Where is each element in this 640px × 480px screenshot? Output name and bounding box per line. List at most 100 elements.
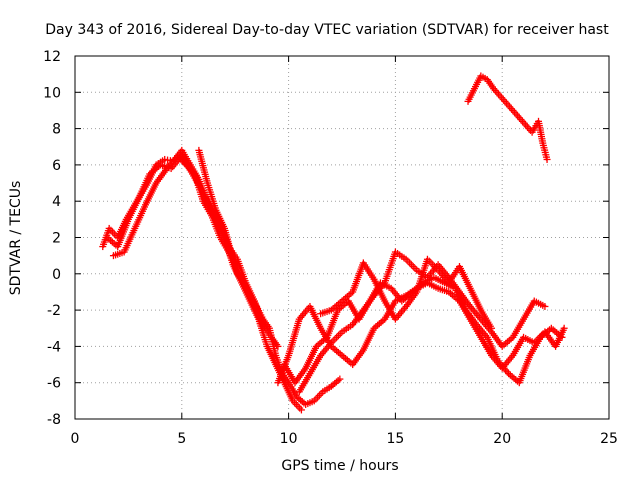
data-trace xyxy=(266,327,279,357)
data-trace xyxy=(510,108,522,120)
y-tick-label: -2 xyxy=(47,303,61,319)
data-trace xyxy=(465,87,477,103)
data-trace xyxy=(527,335,543,357)
data-trace xyxy=(360,326,377,352)
data-point xyxy=(541,302,549,310)
data-trace xyxy=(307,304,324,330)
data-trace xyxy=(467,286,484,312)
data-trace xyxy=(361,293,377,312)
data-trace xyxy=(463,308,479,327)
y-tick-label: 12 xyxy=(43,49,61,65)
data-trace xyxy=(478,308,494,330)
data-trace xyxy=(191,172,206,203)
chart-title: Day 343 of 2016, Sidereal Day-to-day VTE… xyxy=(45,22,609,38)
data-trace xyxy=(121,227,138,254)
y-tick-label: 6 xyxy=(52,158,61,174)
data-trace xyxy=(361,261,377,281)
data-trace xyxy=(489,330,505,349)
data-trace xyxy=(329,299,344,313)
data-trace xyxy=(381,250,399,285)
data-trace xyxy=(115,217,132,248)
x-tick-label: 20 xyxy=(493,431,511,447)
data-trace xyxy=(403,290,419,309)
y-tick-label: -6 xyxy=(47,376,61,392)
data-trace xyxy=(221,227,234,254)
data-point xyxy=(543,155,551,163)
y-tick-labels: -8 -6 -4 -2 0 2 4 6 8 10 12 xyxy=(43,49,61,428)
data-point xyxy=(560,324,568,332)
data-trace xyxy=(350,308,366,327)
data-trace xyxy=(535,120,546,145)
series-arc-9 xyxy=(464,72,551,163)
data-trace xyxy=(484,335,501,363)
y-tick-label: -4 xyxy=(47,339,61,355)
data-trace xyxy=(312,390,325,403)
data-trace xyxy=(279,371,291,385)
data-trace xyxy=(393,304,409,321)
y-axis-label: SDTVAR / TECUs xyxy=(8,181,24,296)
data-trace xyxy=(213,208,228,230)
data-trace xyxy=(413,257,431,294)
data-trace xyxy=(285,317,303,357)
data-trace xyxy=(318,341,334,358)
y-tick-label: 2 xyxy=(52,231,61,247)
data-trace xyxy=(436,285,451,295)
data-trace xyxy=(142,181,159,207)
series-arc-2 xyxy=(103,152,282,350)
data-trace xyxy=(204,181,219,212)
data-trace xyxy=(241,281,253,297)
data-trace xyxy=(148,162,163,176)
data-trace xyxy=(282,363,298,385)
data-point xyxy=(259,324,267,332)
data-trace xyxy=(314,335,329,349)
data-trace xyxy=(479,73,489,82)
data-point xyxy=(558,333,566,341)
data-trace xyxy=(125,196,142,221)
series-arc-8 xyxy=(317,255,496,332)
data-trace xyxy=(516,354,533,385)
data-trace xyxy=(432,275,446,286)
data-trace xyxy=(132,203,149,230)
data-trace xyxy=(154,166,170,185)
data-trace xyxy=(472,74,484,91)
y-tick-label: -8 xyxy=(47,412,61,428)
data-trace xyxy=(329,344,344,358)
x-axis-label: GPS time / hours xyxy=(281,458,398,474)
data-trace xyxy=(329,330,344,345)
data-trace xyxy=(209,214,223,239)
data-trace xyxy=(457,290,473,309)
data-trace xyxy=(522,334,536,346)
data-trace xyxy=(549,326,564,340)
data-trace xyxy=(324,308,341,339)
data-trace xyxy=(254,305,266,321)
data-series xyxy=(99,72,568,414)
data-trace xyxy=(485,77,496,91)
data-trace xyxy=(350,348,366,367)
data-trace xyxy=(303,344,319,370)
x-tick-label: 0 xyxy=(71,431,80,447)
data-trace xyxy=(468,304,483,321)
data-point xyxy=(336,375,344,383)
x-tick-label: 25 xyxy=(600,431,618,447)
data-trace xyxy=(371,277,388,303)
axis-ticks xyxy=(74,55,610,420)
data-trace xyxy=(474,322,490,340)
data-point xyxy=(488,324,496,332)
data-trace xyxy=(286,381,300,399)
data-trace xyxy=(295,395,308,407)
y-tick-label: 10 xyxy=(43,85,61,101)
data-trace xyxy=(389,286,404,303)
x-tick-label: 10 xyxy=(280,431,298,447)
x-tick-label: 5 xyxy=(177,431,186,447)
x-tick-label: 15 xyxy=(386,431,404,447)
data-trace xyxy=(260,317,272,330)
data-trace xyxy=(495,359,511,376)
data-trace xyxy=(340,322,355,334)
data-point xyxy=(297,406,305,414)
x-tick-labels: 0 5 10 15 20 25 xyxy=(71,431,618,447)
y-tick-label: 4 xyxy=(52,194,61,210)
data-trace xyxy=(292,366,308,385)
data-trace xyxy=(112,249,126,259)
data-trace xyxy=(456,265,473,290)
